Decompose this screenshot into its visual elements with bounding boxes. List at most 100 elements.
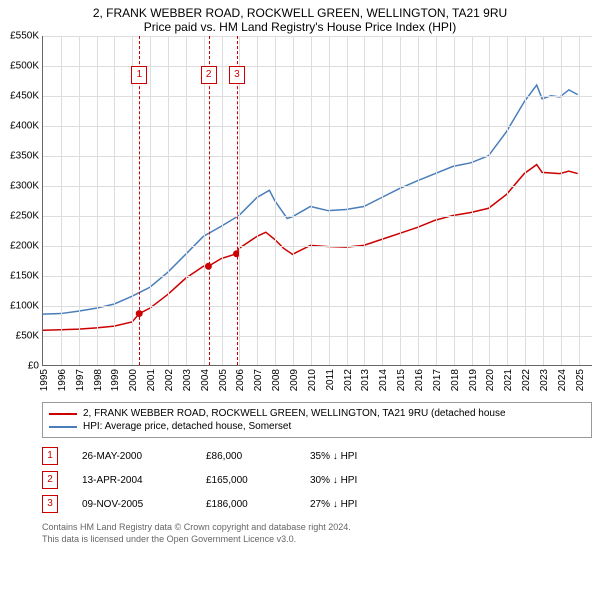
y-axis-label: £150K [1, 271, 39, 282]
gridline-h [43, 186, 592, 187]
x-axis-label: 2000 [128, 369, 139, 391]
gridline-v [579, 36, 580, 365]
gridline-v [204, 36, 205, 365]
gridline-v [150, 36, 151, 365]
gridline-h [43, 36, 592, 37]
event-marker-on-chart: 2 [201, 66, 217, 84]
x-axis-label: 2014 [378, 369, 389, 391]
event-marker-on-chart: 3 [229, 66, 245, 84]
gridline-v [293, 36, 294, 365]
event-table: 1 26-MAY-2000 £86,000 35% ↓ HPI 2 13-APR… [42, 444, 592, 516]
gridline-v [61, 36, 62, 365]
footer-line: Contains HM Land Registry data © Crown c… [42, 522, 592, 534]
gridline-v [222, 36, 223, 365]
gridline-v [400, 36, 401, 365]
x-axis-label: 1995 [39, 369, 50, 391]
gridline-v [382, 36, 383, 365]
gridline-h [43, 66, 592, 67]
gridline-v [507, 36, 508, 365]
y-axis-label: £100K [1, 301, 39, 312]
gridline-v [561, 36, 562, 365]
gridline-v [329, 36, 330, 365]
x-axis-label: 2004 [200, 369, 211, 391]
gridline-v [114, 36, 115, 365]
gridline-v [454, 36, 455, 365]
event-date: 26-MAY-2000 [82, 451, 182, 462]
y-axis-label: £500K [1, 61, 39, 72]
gridline-h [43, 306, 592, 307]
x-axis-label: 2019 [468, 369, 479, 391]
x-axis-label: 2005 [218, 369, 229, 391]
gridline-v [257, 36, 258, 365]
x-axis-label: 2024 [557, 369, 568, 391]
legend: 2, FRANK WEBBER ROAD, ROCKWELL GREEN, WE… [42, 402, 592, 438]
x-axis-label: 1997 [75, 369, 86, 391]
y-axis-label: £350K [1, 151, 39, 162]
chart-title-sub: Price paid vs. HM Land Registry's House … [4, 20, 596, 34]
gridline-v [472, 36, 473, 365]
event-row: 2 13-APR-2004 £165,000 30% ↓ HPI [42, 468, 592, 492]
footer: Contains HM Land Registry data © Crown c… [42, 522, 592, 545]
x-axis-label: 2011 [325, 369, 336, 391]
x-axis-label: 2009 [289, 369, 300, 391]
event-marker: 1 [42, 447, 58, 465]
chart-svg [43, 36, 592, 365]
gridline-h [43, 156, 592, 157]
legend-item: HPI: Average price, detached house, Some… [49, 420, 585, 433]
event-marker: 3 [42, 495, 58, 513]
event-price: £186,000 [206, 499, 286, 510]
gridline-h [43, 276, 592, 277]
gridline-h [43, 246, 592, 247]
x-axis-label: 1999 [110, 369, 121, 391]
event-vline [209, 36, 210, 365]
x-axis-label: 2017 [432, 369, 443, 391]
event-date: 13-APR-2004 [82, 475, 182, 486]
gridline-h [43, 336, 592, 337]
x-axis-label: 2010 [307, 369, 318, 391]
chart-container: 2, FRANK WEBBER ROAD, ROCKWELL GREEN, WE… [0, 0, 600, 545]
legend-label: 2, FRANK WEBBER ROAD, ROCKWELL GREEN, WE… [83, 408, 506, 419]
gridline-v [168, 36, 169, 365]
event-row: 3 09-NOV-2005 £186,000 27% ↓ HPI [42, 492, 592, 516]
y-axis-label: £0 [1, 361, 39, 372]
y-axis-label: £300K [1, 181, 39, 192]
event-marker-on-chart: 1 [131, 66, 147, 84]
plot-area: £0£50K£100K£150K£200K£250K£300K£350K£400… [42, 36, 592, 366]
chart-titles: 2, FRANK WEBBER ROAD, ROCKWELL GREEN, WE… [0, 0, 600, 36]
event-row: 1 26-MAY-2000 £86,000 35% ↓ HPI [42, 444, 592, 468]
x-axis-label: 2020 [485, 369, 496, 391]
x-axis-label: 2007 [253, 369, 264, 391]
y-axis-label: £50K [1, 331, 39, 342]
x-axis-label: 2023 [539, 369, 550, 391]
x-axis-label: 2022 [521, 369, 532, 391]
gridline-v [436, 36, 437, 365]
x-axis-label: 2025 [575, 369, 586, 391]
event-delta: 27% ↓ HPI [310, 499, 390, 510]
gridline-h [43, 126, 592, 127]
gridline-h [43, 216, 592, 217]
event-date: 09-NOV-2005 [82, 499, 182, 510]
event-marker: 2 [42, 471, 58, 489]
gridline-v [311, 36, 312, 365]
x-axis-label: 2008 [271, 369, 282, 391]
gridline-v [347, 36, 348, 365]
gridline-v [525, 36, 526, 365]
x-axis-label: 2016 [414, 369, 425, 391]
x-axis-label: 2002 [164, 369, 175, 391]
legend-item: 2, FRANK WEBBER ROAD, ROCKWELL GREEN, WE… [49, 407, 585, 420]
event-delta: 35% ↓ HPI [310, 451, 390, 462]
gridline-v [186, 36, 187, 365]
legend-swatch [49, 413, 77, 415]
gridline-v [364, 36, 365, 365]
legend-label: HPI: Average price, detached house, Some… [83, 421, 291, 432]
y-axis-label: £400K [1, 121, 39, 132]
event-vline [139, 36, 140, 365]
gridline-v [275, 36, 276, 365]
x-axis-label: 2015 [396, 369, 407, 391]
gridline-v [418, 36, 419, 365]
x-axis-label: 2018 [450, 369, 461, 391]
x-axis-label: 1998 [93, 369, 104, 391]
x-axis-label: 2003 [182, 369, 193, 391]
gridline-v [79, 36, 80, 365]
x-axis-label: 2021 [503, 369, 514, 391]
